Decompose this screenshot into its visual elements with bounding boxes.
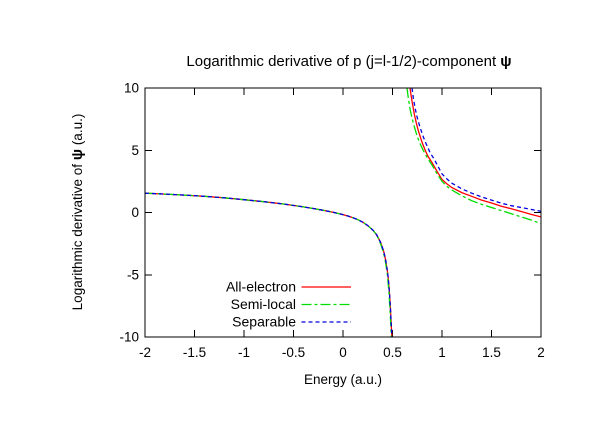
x-tick-label: -1: [238, 345, 250, 360]
x-tick-label: -1.5: [183, 345, 206, 360]
x-tick-label: 1.5: [482, 345, 501, 360]
y-tick-label: -10: [119, 330, 139, 345]
psi-symbol-title: ψ: [500, 53, 511, 70]
data-curves: [145, 88, 541, 337]
x-tick-label: 0.5: [383, 345, 402, 360]
y-tick-label: 5: [131, 143, 139, 158]
chart-title-text: Logarithmic derivative of p (j=l-1/2)-co…: [186, 53, 500, 70]
x-tick-label: 2: [537, 345, 545, 360]
y-tick-label: 10: [124, 81, 139, 96]
x-tick-label: 1: [438, 345, 446, 360]
y-axis-title-pre: Logarithmic derivative of: [70, 160, 85, 310]
series-line-all-electron: [409, 88, 541, 218]
psi-symbol-ylabel: ψ: [69, 149, 86, 160]
x-tick-label: -0.5: [282, 345, 305, 360]
x-tick-label: -2: [139, 345, 151, 360]
legend-label: Semi-local: [231, 296, 296, 312]
series-line-semi-local: [406, 88, 541, 225]
chart-title: Logarithmic derivative of p (j=l-1/2)-co…: [186, 53, 511, 70]
plot-border: [144, 87, 542, 338]
y-tick-label: -5: [127, 267, 139, 282]
series-line-separable: [411, 88, 541, 212]
axes-and-ticks: -2 -1.5 -1 -0.5 0 0.5 1 1.5 2 -10 -5 0 5 10: [119, 81, 544, 361]
y-tick-label: 0: [131, 205, 139, 220]
x-axis-title: Energy (a.u.): [304, 372, 382, 387]
legend-label: Separable: [232, 314, 296, 330]
y-axis-title: Logarithmic derivative of ψ (a.u.): [69, 114, 86, 311]
series-line-separable: [145, 192, 393, 337]
y-axis-title-post: (a.u.): [70, 114, 85, 149]
legend-label: All-electron: [226, 279, 296, 295]
x-tick-label: 0: [339, 345, 347, 360]
